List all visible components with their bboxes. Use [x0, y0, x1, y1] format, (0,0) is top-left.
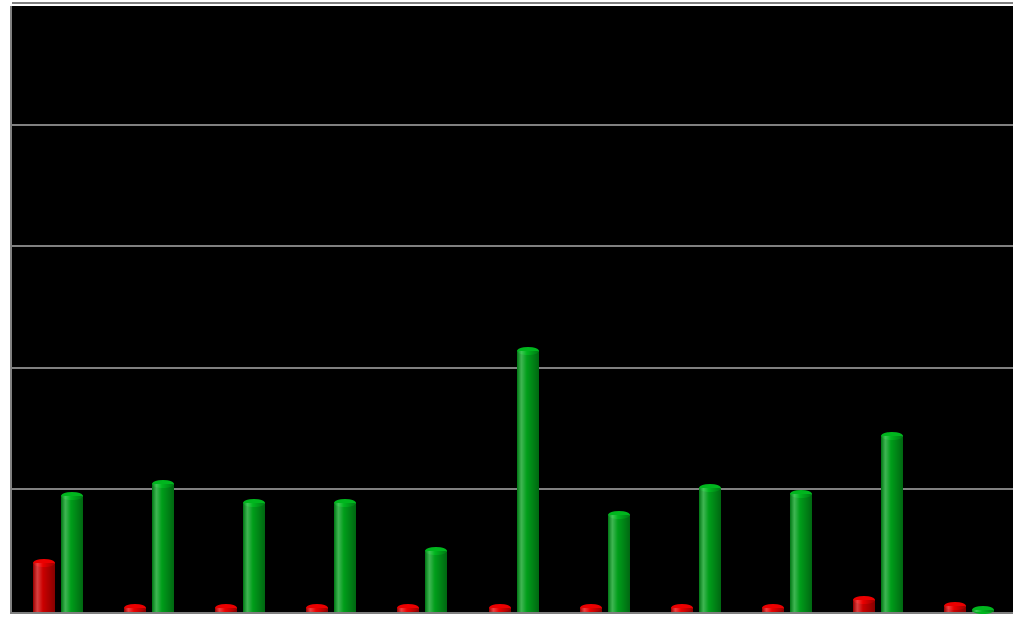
bar-series-1 [671, 608, 693, 612]
bar-series-2 [243, 503, 265, 612]
plot-area [10, 6, 1013, 614]
bar-series-1 [853, 600, 875, 612]
bar-group [762, 494, 812, 612]
bar-group [33, 496, 83, 612]
bar-group [489, 351, 539, 612]
bar-series-1 [124, 608, 146, 612]
bar-series-2 [152, 484, 174, 612]
bar-series-1 [306, 608, 328, 612]
bar-series-2 [608, 515, 630, 612]
bar-group [580, 515, 630, 612]
bar-series-2 [61, 496, 83, 612]
bar-series-2 [517, 351, 539, 612]
bar-series-1 [33, 563, 55, 612]
bar-group [124, 484, 174, 612]
bar-group [306, 503, 356, 612]
bar-series-2 [334, 503, 356, 612]
bar-series-1 [944, 606, 966, 612]
bar-group [397, 551, 447, 612]
grid-line [12, 124, 1013, 126]
grid-line [12, 245, 1013, 247]
bar-group [944, 606, 994, 612]
bar-group [671, 488, 721, 612]
bar-chart [0, 0, 1023, 624]
bar-group [215, 503, 265, 612]
bar-series-1 [580, 608, 602, 612]
grid-line [12, 2, 1013, 4]
bar-series-2 [881, 436, 903, 612]
bar-series-2 [699, 488, 721, 612]
bar-series-1 [215, 608, 237, 612]
bar-series-1 [489, 608, 511, 612]
bar-series-1 [762, 608, 784, 612]
bar-group [853, 436, 903, 612]
bar-series-2 [790, 494, 812, 612]
bar-series-1 [397, 608, 419, 612]
bar-series-2 [972, 610, 994, 612]
bar-series-2 [425, 551, 447, 612]
